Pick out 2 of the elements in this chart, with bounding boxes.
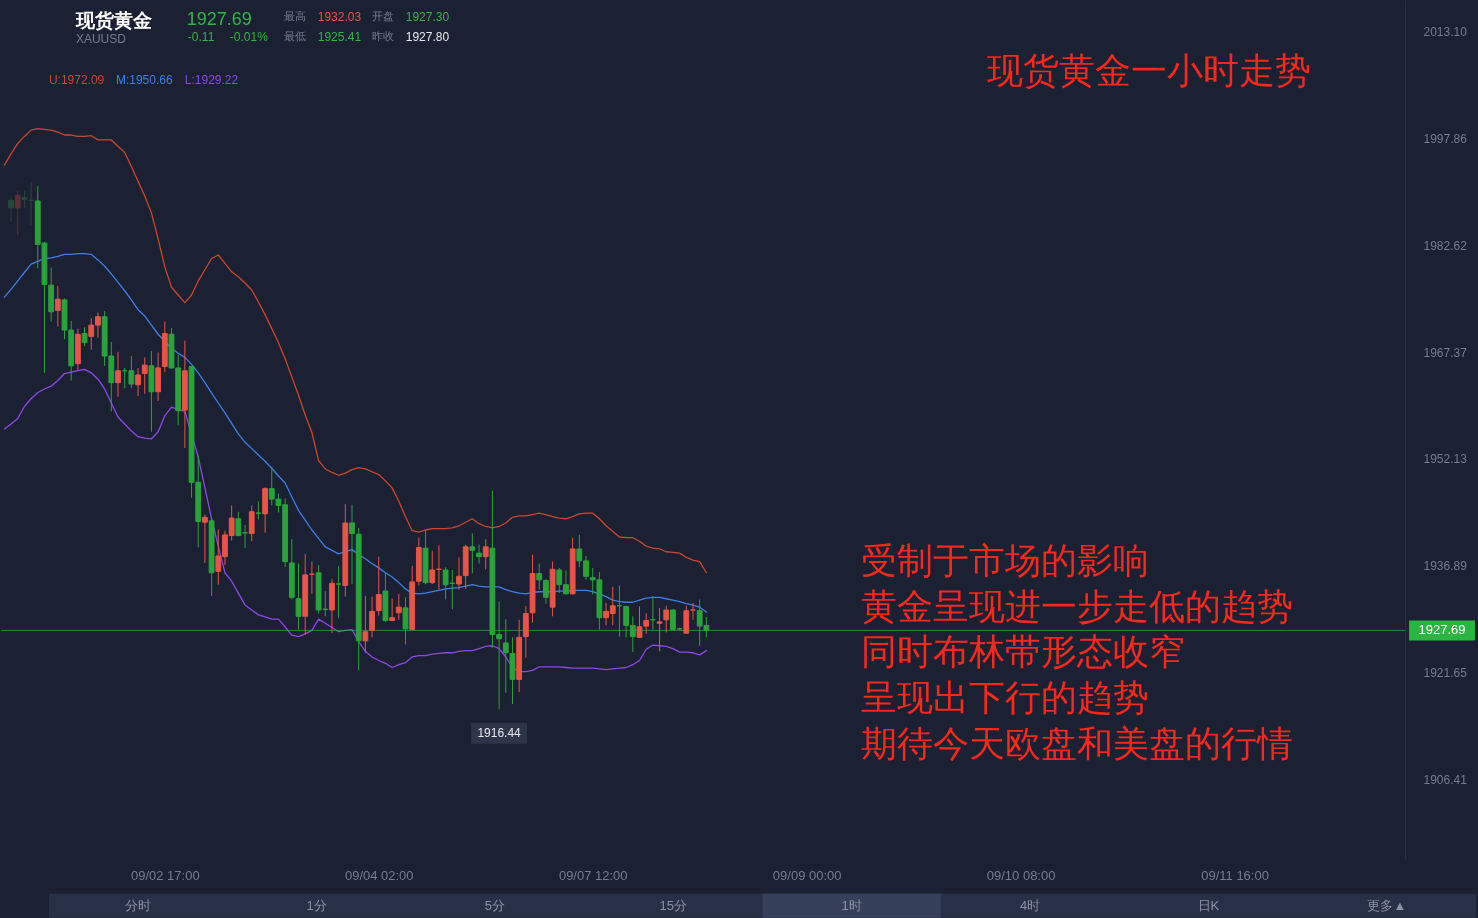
candlestick <box>8 195 14 223</box>
candlestick <box>14 190 21 236</box>
